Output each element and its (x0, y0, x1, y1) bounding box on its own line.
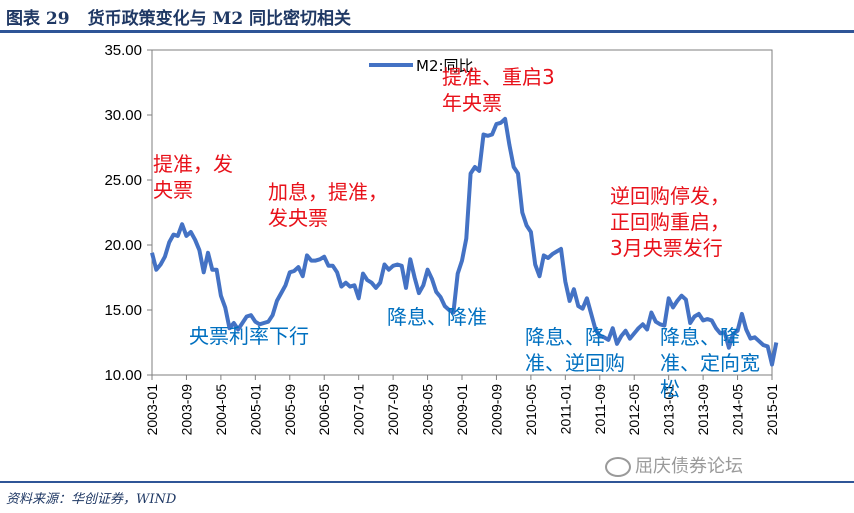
x-tick-label: 2006-05 (316, 384, 332, 436)
series-line-m2 (150, 116, 779, 367)
x-tick-label: 2010-05 (523, 384, 539, 436)
annotation-red: 发央票 (268, 206, 328, 230)
annotation-red: 提准、重启3 (442, 65, 555, 89)
y-tick-label: 35.00 (104, 42, 142, 59)
wechat-icon (605, 457, 631, 477)
annotation-blue: 降息、降准 (387, 305, 487, 329)
x-tick-label: 2013-09 (695, 384, 711, 436)
y-tick-label: 10.00 (104, 367, 142, 384)
watermark-text: 屈庆债券论坛 (635, 456, 743, 477)
x-tick-label: 2005-09 (282, 384, 298, 436)
title-rule (0, 30, 854, 33)
y-tick-label: 15.00 (104, 302, 142, 319)
x-tick-label: 2009-09 (488, 384, 504, 436)
x-tick-label: 2009-01 (454, 384, 470, 436)
annotation-red: 年央票 (442, 91, 502, 115)
annotation-red: 逆回购停发， (610, 184, 730, 208)
annotation-blue: 降息、降 (660, 325, 740, 349)
x-tick-label: 2015-01 (764, 384, 780, 436)
legend-label: M2:同比 (416, 57, 474, 75)
x-tick-label: 2004-05 (213, 384, 229, 436)
x-tick-label: 2007-09 (385, 384, 401, 436)
x-tick-label: 2003-09 (178, 384, 194, 436)
figure-title: 图表 29 货币政策变化与 M2 同比密切相关 (6, 4, 351, 29)
annotation-blue: 松 (660, 377, 680, 401)
x-tick-label: 2007-01 (351, 384, 367, 436)
source-rule (0, 481, 854, 483)
watermark: 屈庆债券论坛 (605, 452, 743, 478)
m2-line-chart: 10.00 15.00 20.00 25.00 30.00 35.00 2003-01 200… (104, 42, 780, 436)
x-tick-label: 2011-09 (592, 384, 608, 435)
y-tick-label: 20.00 (104, 237, 142, 254)
x-tick-label: 2008-05 (420, 384, 436, 436)
y-tick-label: 25.00 (104, 172, 142, 189)
x-tick-label: 2011-01 (557, 384, 573, 435)
annotation-blue: 准、定向宽 (660, 351, 760, 375)
y-tick-label: 30.00 (104, 107, 142, 124)
annotation-blue: 准、逆回购 (525, 351, 625, 375)
annotation-red: 3月央票发行 (610, 236, 723, 260)
annotation-blue: 降息、降 (525, 325, 605, 349)
x-tick-label: 2014-05 (730, 384, 746, 436)
figure-number: 图表 29 (6, 9, 70, 29)
x-tick-label: 2013-01 (661, 384, 677, 436)
annotation-red: 正回购重启， (610, 210, 730, 234)
annotation-red: 央票 (153, 178, 193, 202)
x-tick-label: 2005-01 (247, 384, 263, 436)
source-note: 资料来源：华创证券，WIND (6, 492, 177, 507)
x-tick-label: 2003-01 (144, 384, 160, 436)
annotation-red: 加息，提准， (268, 180, 388, 204)
annotation-blue: 央票利率下行 (189, 324, 309, 348)
figure-title-text: 货币政策变化与 M2 同比密切相关 (87, 9, 352, 29)
annotation-red: 提准，发 (153, 152, 233, 176)
x-tick-label: 2012-05 (626, 384, 642, 436)
